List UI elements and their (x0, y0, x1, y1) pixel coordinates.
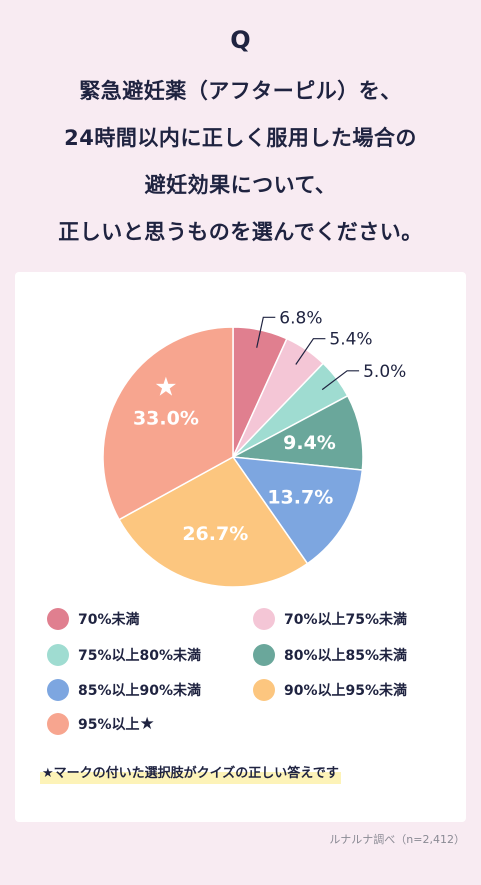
answer-note: ★マークの付いた選択肢がクイズの正しい答えです (40, 762, 341, 784)
legend-swatch (253, 608, 275, 630)
pie-chart: 6.8% 5.4% 5.0% 9.4% 13.7% 26.7% 33.0% ★ (102, 308, 406, 588)
legend-item-70-75: 70%以上75%未満 (253, 607, 407, 631)
legend-item-90-95: 90%以上95%未満 (253, 678, 407, 702)
legend-label: 70%以上75%未満 (284, 612, 408, 628)
data-label: 33.0% (133, 407, 199, 429)
pie-slice (230, 394, 364, 471)
legend-item-95-over: 95%以上 ★ (47, 712, 155, 736)
pie-slice (231, 456, 364, 565)
question-text: 緊急避妊薬（アフターピル）を、 24時間以内に正しく服用した場合の 避妊効果につ… (0, 68, 481, 256)
leader-line (256, 316, 276, 348)
star-icon: ★ (139, 714, 155, 734)
pie-slice (102, 326, 234, 521)
leader-line (321, 370, 360, 391)
legend-label: 85%以上90%未満 (78, 683, 202, 699)
legend-swatch (253, 679, 275, 701)
data-label: 5.4% (329, 330, 372, 350)
legend-swatch (47, 644, 69, 666)
legend-label: 95%以上 (78, 717, 140, 733)
legend-item-85-90: 85%以上90%未満 (47, 678, 201, 702)
legend-label: 70%未満 (78, 612, 140, 628)
chart-card: 6.8% 5.4% 5.0% 9.4% 13.7% 26.7% 33.0% ★ 70%未満 7… (15, 272, 466, 822)
pie-slice (118, 456, 309, 588)
data-label: 9.4% (283, 432, 336, 454)
legend-label: 75%以上80%未満 (78, 648, 202, 664)
star-icon: ★ (154, 372, 177, 402)
legend-swatch (47, 679, 69, 701)
source-caption: ルナルナ調べ（n=2,412） (329, 833, 465, 846)
question-line: 正しいと思うものを選んでください。 (58, 220, 423, 244)
legend-swatch (47, 608, 69, 630)
legend-item-80-85: 80%以上85%未満 (253, 643, 407, 667)
data-label: 6.8% (279, 308, 322, 328)
data-label: 13.7% (267, 487, 333, 509)
question-mark-q: Q (230, 26, 251, 54)
legend-swatch (253, 644, 275, 666)
legend-item-75-80: 75%以上80%未満 (47, 643, 201, 667)
question-line: 24時間以内に正しく服用した場合の (64, 126, 417, 150)
data-label: 26.7% (182, 523, 248, 545)
data-label: 5.0% (363, 362, 406, 382)
legend-item-70-under: 70%未満 (47, 607, 140, 631)
legend-label: 90%以上95%未満 (284, 683, 408, 699)
legend-label: 80%以上85%未満 (284, 648, 408, 664)
question-line: 避妊効果について、 (144, 173, 337, 197)
leader-line (295, 338, 326, 365)
question-line: 緊急避妊薬（アフターピル）を、 (79, 79, 402, 103)
legend-swatch (47, 713, 69, 735)
